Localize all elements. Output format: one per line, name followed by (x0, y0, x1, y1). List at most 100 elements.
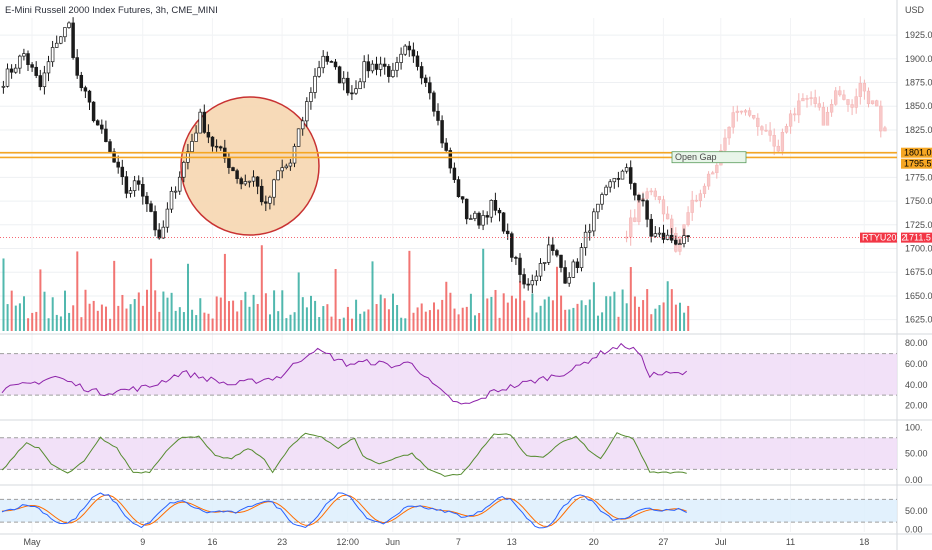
candle-body (67, 22, 71, 28)
candle-body (579, 247, 584, 269)
candle-body (145, 195, 149, 205)
volume-bar (342, 317, 345, 331)
candle-body (239, 178, 243, 185)
candle-body (538, 263, 543, 277)
time-tick-label: 18 (859, 537, 869, 547)
volume-bar (310, 295, 312, 331)
candle-body (202, 111, 207, 133)
candle-body (620, 170, 625, 180)
volume-bar (269, 314, 271, 331)
volume-bar (687, 305, 690, 331)
volume-bar (654, 308, 657, 331)
candle-body (288, 162, 293, 167)
candle-body (350, 92, 354, 95)
projection-body (657, 196, 662, 200)
projection-body (661, 199, 666, 215)
volume-bar (244, 291, 247, 331)
candle-body (493, 199, 498, 211)
candle-body (600, 194, 604, 205)
volume-bar (215, 296, 218, 331)
volume-bar (207, 313, 210, 331)
volume-bar (633, 296, 636, 331)
volume-bar (199, 298, 202, 331)
volume-bar (367, 309, 370, 331)
projection-body (747, 110, 752, 116)
volume-bar (137, 292, 140, 331)
projection-body (645, 191, 649, 199)
volume-bar (129, 304, 132, 331)
projection-body (665, 213, 670, 220)
projection-body (715, 164, 719, 173)
price-tick-label: 1625.0 (905, 315, 932, 325)
candle-body (79, 74, 84, 89)
highlight-circle-shape (180, 96, 320, 236)
volume-bar (433, 302, 435, 331)
price-tick-label: 1725.0 (905, 220, 932, 230)
projection-body (764, 129, 768, 132)
candle-body (452, 167, 457, 180)
candle-body (411, 49, 416, 57)
projection-body (817, 103, 821, 108)
candle-body (628, 167, 633, 184)
volume-bar (240, 300, 243, 331)
candle-body (391, 69, 395, 77)
price-tick-label: 1700.0 (905, 244, 932, 254)
volume-bar (51, 297, 54, 331)
candle-body (395, 62, 399, 71)
volume-bar (539, 305, 542, 331)
candle-body (510, 233, 514, 258)
projection-body (842, 94, 846, 100)
projection-body (809, 97, 813, 99)
candle-body (13, 67, 18, 73)
volume-bar (338, 318, 341, 331)
stoch-line (1, 432, 687, 477)
candle-body (272, 179, 276, 198)
candle-body (485, 215, 489, 218)
volume-bar (601, 312, 604, 331)
projected-price-pattern (624, 76, 887, 256)
volume-bar (359, 313, 362, 331)
candle-body (612, 178, 617, 183)
price-tick-label: 1750.0 (905, 196, 932, 206)
candle-body (440, 120, 444, 144)
candle-body (481, 215, 485, 226)
candle-body (296, 128, 301, 147)
stoch-d-line (1, 494, 687, 528)
volume-bar (461, 307, 464, 331)
chart-title: E-Mini Russell 2000 Index Futures, 3h, C… (5, 5, 218, 16)
indicator-lines (1, 342, 688, 529)
candle-body (169, 190, 174, 210)
price-candles (1, 17, 690, 294)
candle-body (116, 161, 120, 168)
candle-body (436, 110, 440, 121)
projection-body (776, 145, 780, 152)
projection-body (793, 113, 797, 116)
volume-bar (174, 310, 177, 331)
volume-bar (150, 258, 153, 331)
candle-body (534, 275, 539, 282)
volume-bar (326, 304, 329, 331)
candle-body (329, 61, 334, 63)
indicator-tick-label: 20.00 (905, 401, 928, 411)
candle-body (477, 212, 481, 226)
volume-bar (515, 298, 517, 331)
candle-body (641, 199, 645, 202)
projection-body (821, 106, 826, 126)
volume-bar (523, 300, 526, 331)
volume-bar (314, 300, 317, 331)
candle-body (464, 198, 469, 220)
indicator-tick-label: 50.00 (905, 449, 928, 459)
candle-body (616, 178, 621, 180)
currency-label: USD (905, 5, 925, 15)
projection-body (743, 110, 748, 113)
volume-bar (10, 290, 13, 331)
projection-body (731, 112, 735, 128)
candle-body (22, 53, 26, 57)
volume-bar (379, 294, 382, 331)
candle-body (637, 194, 641, 201)
candle-body (546, 244, 551, 263)
candle-body (526, 283, 530, 286)
volume-bar (301, 297, 304, 331)
volume-bar (605, 296, 608, 331)
time-tick-label: 16 (207, 537, 217, 547)
